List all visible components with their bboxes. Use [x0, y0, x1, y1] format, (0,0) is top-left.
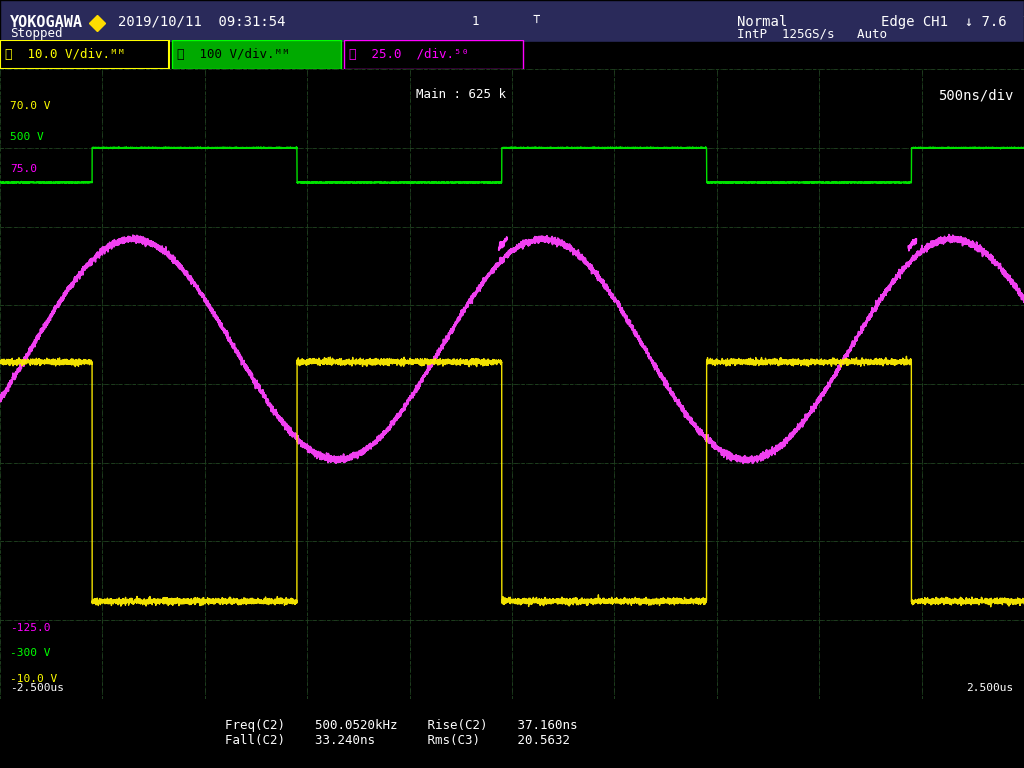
Text: ②  100 V/div.ᴹᴹ: ② 100 V/div.ᴹᴹ [177, 48, 290, 61]
Text: 2.500us: 2.500us [967, 683, 1014, 693]
Text: Main : 625 k: Main : 625 k [416, 88, 506, 101]
FancyBboxPatch shape [344, 40, 523, 69]
Text: Normal: Normal [737, 15, 787, 28]
Text: Stopped: Stopped [10, 27, 62, 40]
Text: IntP  125GS/s   Auto: IntP 125GS/s Auto [737, 27, 887, 40]
Text: Freq(C2)    500.0520kHz    Rise(C2)    37.160ns
Fall(C2)    33.240ns       Rms(C: Freq(C2) 500.0520kHz Rise(C2) 37.160ns F… [225, 720, 578, 747]
Text: 1: 1 [471, 15, 478, 28]
Text: ③  25.0  /div.⁵⁰: ③ 25.0 /div.⁵⁰ [349, 48, 469, 61]
FancyBboxPatch shape [0, 0, 1024, 42]
Text: 2019/10/11  09:31:54: 2019/10/11 09:31:54 [118, 15, 286, 28]
Text: Edge CH1  ↓ 7.6  V: Edge CH1 ↓ 7.6 V [881, 15, 1024, 28]
FancyBboxPatch shape [0, 40, 169, 69]
Text: 75.0: 75.0 [10, 164, 37, 174]
Text: ⊤: ⊤ [532, 13, 540, 25]
Text: ①  10.0 V/div.ᴹᴹ: ① 10.0 V/div.ᴹᴹ [5, 48, 125, 61]
Text: -10.0 V: -10.0 V [10, 674, 57, 684]
FancyBboxPatch shape [172, 40, 341, 69]
Text: 500ns/div: 500ns/div [938, 88, 1014, 102]
Text: YOKOGAWA: YOKOGAWA [10, 15, 83, 30]
Text: 70.0 V: 70.0 V [10, 101, 51, 111]
Text: -300 V: -300 V [10, 648, 51, 658]
Text: -125.0: -125.0 [10, 624, 51, 634]
Text: 500 V: 500 V [10, 132, 44, 142]
Text: -2.500us: -2.500us [10, 683, 65, 693]
